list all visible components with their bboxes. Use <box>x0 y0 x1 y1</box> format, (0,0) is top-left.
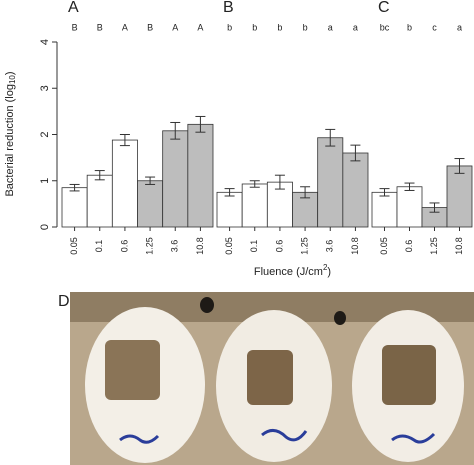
significance-letter: B <box>97 22 103 32</box>
x-tick-label: 0.1 <box>94 240 104 253</box>
error-bar <box>454 158 465 174</box>
significance-letter: b <box>227 22 232 32</box>
significance-letter: A <box>122 22 128 32</box>
significance-letter: a <box>353 22 358 32</box>
significance-letter: a <box>328 22 333 32</box>
x-tick-label: 3.6 <box>325 240 335 253</box>
significance-letter: A <box>197 22 203 32</box>
error-bar <box>429 202 440 213</box>
stain <box>247 350 293 405</box>
error-bar <box>325 128 336 147</box>
error-bar <box>145 176 156 185</box>
error-bar <box>170 121 181 140</box>
error-bar <box>69 183 80 192</box>
bar <box>396 186 423 228</box>
bar <box>317 137 344 228</box>
bar <box>137 180 164 228</box>
panel-label: B <box>223 0 234 16</box>
significance-letter: b <box>277 22 282 32</box>
x-axis-label-part: Fluence (J/cm <box>254 266 323 278</box>
panel-label: D <box>58 293 70 310</box>
x-tick-label: 0.6 <box>274 240 284 253</box>
x-tick-label: 0.6 <box>404 240 414 253</box>
y-tick-label: 0 <box>39 224 51 230</box>
x-tick-label: 0.05 <box>69 237 79 255</box>
marker-scribble <box>119 434 160 444</box>
y-tick-label: 1 <box>39 178 51 184</box>
x-tick-label: 0.1 <box>249 240 259 253</box>
error-bar <box>350 144 361 162</box>
x-axis-label: Fluence (J/cm2) <box>254 263 331 278</box>
y-tick-label: 2 <box>39 131 51 137</box>
significance-letter: a <box>457 22 462 32</box>
stain <box>382 345 436 405</box>
significance-letter: A <box>172 22 178 32</box>
significance-letter: b <box>252 22 257 32</box>
x-tick-label: 0.05 <box>379 237 389 255</box>
error-bar <box>300 186 311 199</box>
x-tick-label: 0.6 <box>119 240 129 253</box>
marker-scribble <box>391 432 436 444</box>
y-axis-label-part: Bacterial reduction (log <box>4 84 16 197</box>
tray-hole <box>200 297 214 313</box>
bar <box>371 191 398 228</box>
significance-letter: b <box>407 22 412 32</box>
bar <box>162 130 189 228</box>
x-axis-label-part: 2 <box>323 263 328 272</box>
y-axis-label-part: 10 <box>8 75 17 84</box>
bar <box>86 174 113 228</box>
x-tick-label: 10.8 <box>195 237 205 255</box>
x-tick-label: 0.05 <box>224 237 234 255</box>
tray-hole <box>334 311 346 325</box>
x-tick-label: 3.6 <box>170 240 180 253</box>
bar <box>61 187 88 228</box>
significance-letter: c <box>432 22 437 32</box>
panel-label: A <box>68 0 79 16</box>
x-tick-label: 1.25 <box>429 237 439 255</box>
bar <box>111 139 138 228</box>
error-bar <box>224 188 235 197</box>
error-bar <box>119 134 130 147</box>
significance-letter: bc <box>380 22 390 32</box>
bar <box>342 152 369 228</box>
bar <box>187 123 214 228</box>
y-axis-label-part: ) <box>4 71 16 75</box>
error-bar <box>379 188 390 197</box>
bar <box>446 165 473 228</box>
significance-letter: b <box>303 22 308 32</box>
error-bar <box>195 115 206 133</box>
x-tick-label: 10.8 <box>454 237 464 255</box>
photo: D <box>58 292 474 465</box>
bar <box>241 183 268 228</box>
error-bar <box>94 170 105 181</box>
panel-label: C <box>378 0 390 16</box>
significance-letter: B <box>72 22 78 32</box>
x-tick-label: 1.25 <box>299 237 309 255</box>
stain <box>105 340 160 400</box>
y-axis-label: Bacterial reduction (log10) <box>4 71 17 196</box>
error-bar <box>274 174 285 190</box>
significance-letter: B <box>147 22 153 32</box>
x-tick-label: 1.25 <box>144 237 154 255</box>
x-axis-label-part: ) <box>327 266 331 278</box>
error-bar <box>249 180 260 188</box>
x-tick-label: 10.8 <box>350 237 360 255</box>
marker-scribble <box>261 429 308 442</box>
error-bar <box>404 182 415 191</box>
y-tick-label: 3 <box>39 85 51 91</box>
bar <box>216 191 243 228</box>
y-tick-label: 4 <box>39 39 51 45</box>
